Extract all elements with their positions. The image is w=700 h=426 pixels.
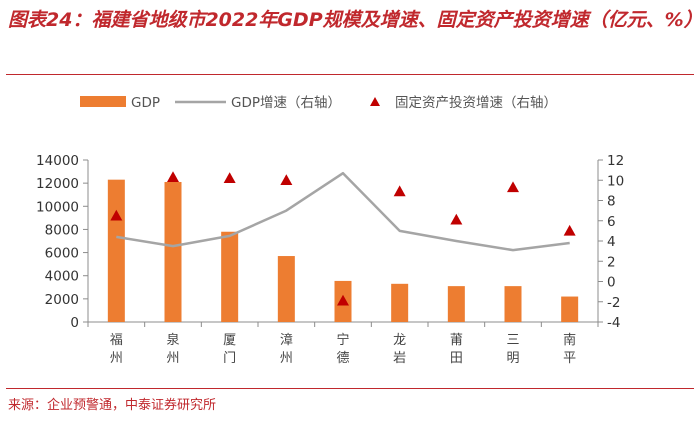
gdp-bar <box>107 179 125 322</box>
investment-growth-marker <box>110 209 123 221</box>
category-label: 泉 <box>166 332 179 348</box>
gdp-growth-line <box>116 171 570 252</box>
legend: GDP GDP增速（右轴） 固定资产投资增速（右轴） <box>80 95 557 111</box>
right-tick-label: 6 <box>607 214 616 230</box>
right-tick-label: 2 <box>607 254 616 270</box>
gdp-bar <box>221 231 239 322</box>
category-label: 南 <box>563 332 576 348</box>
title-divider <box>6 74 694 75</box>
right-tick-label: 8 <box>607 194 616 210</box>
category-label: 州 <box>280 351 293 366</box>
gdp-bar <box>391 283 409 322</box>
investment-growth-marker <box>223 172 236 184</box>
category-label: 门 <box>223 351 236 366</box>
chart-title: 图表24：福建省地级市2022年GDP规模及增速、固定资产投资增速（亿元、%） <box>8 9 700 31</box>
gdp-bar <box>277 256 295 322</box>
right-tick-label: 4 <box>607 234 616 250</box>
left-tick-label: 4000 <box>45 269 79 285</box>
category-label: 漳 <box>280 332 293 348</box>
gdp-bars <box>107 179 579 322</box>
left-tick-label: 12000 <box>36 176 79 192</box>
gdp-bar <box>447 286 465 322</box>
category-label: 州 <box>166 351 179 366</box>
right-tick-label: -4 <box>607 315 620 331</box>
category-label: 德 <box>336 351 349 366</box>
investment-growth-marker <box>393 185 406 197</box>
left-tick-label: 10000 <box>36 199 79 215</box>
gdp-growth-polyline <box>116 171 570 252</box>
investment-growth-marker <box>167 171 179 183</box>
gdp-bar <box>504 286 522 322</box>
category-label: 宁 <box>336 332 349 348</box>
category-label: 田 <box>450 351 463 366</box>
category-label: 厦 <box>223 333 236 348</box>
category-label: 岩 <box>393 351 406 366</box>
legend-investment-label: 固定资产投资增速（右轴） <box>395 95 557 111</box>
category-label: 州 <box>110 351 123 366</box>
left-tick-label: 14000 <box>36 153 79 169</box>
left-tick-label: 0 <box>70 315 79 331</box>
category-label: 福 <box>110 333 123 348</box>
legend-gdp-swatch <box>80 96 126 107</box>
legend-gdp-label: GDP <box>131 95 160 111</box>
left-tick-label: 2000 <box>45 292 79 308</box>
investment-growth-marker <box>563 224 576 236</box>
gdp-bar <box>561 296 579 322</box>
investment-growth-marker <box>280 174 293 186</box>
right-tick-label: 10 <box>607 173 624 189</box>
source-divider <box>6 388 694 389</box>
investment-growth-markers <box>110 171 576 306</box>
legend-growth-label: GDP增速（右轴） <box>231 95 341 111</box>
category-label: 莆 <box>450 333 463 348</box>
category-label: 平 <box>563 351 576 366</box>
left-tick-label: 6000 <box>45 246 79 262</box>
right-tick-label: 12 <box>607 153 624 169</box>
category-label: 明 <box>506 351 519 366</box>
investment-growth-marker <box>450 213 463 225</box>
gdp-bar <box>164 181 182 322</box>
investment-growth-marker <box>507 181 519 193</box>
legend-investment-swatch <box>370 97 380 106</box>
source-note: 来源：企业预警通，中泰证券研究所 <box>8 398 217 413</box>
category-label: 龙 <box>393 333 406 348</box>
category-label: 三 <box>506 333 519 348</box>
right-tick-label: -2 <box>607 295 620 311</box>
axes: 0 2000 4000 6000 8000 10000 12000 14000 -4 -2 0 2 4 6… <box>36 153 624 366</box>
right-tick-label: 0 <box>607 275 616 291</box>
left-tick-label: 8000 <box>45 222 79 238</box>
investment-growth-marker <box>337 294 349 306</box>
